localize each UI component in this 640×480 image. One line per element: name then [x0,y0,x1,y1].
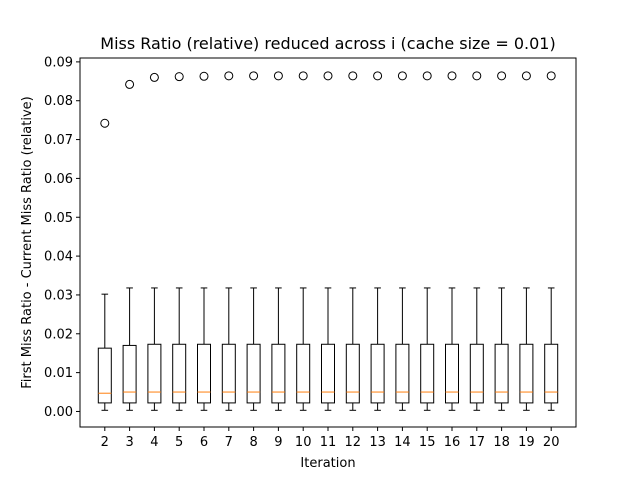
outlier-point [348,71,358,81]
x-tick-label: 10 [295,435,312,450]
box-iqr [97,347,112,404]
outlier-point [149,72,159,82]
x-tick-label: 6 [200,435,208,450]
box-iqr [122,344,137,404]
outlier-point [125,79,135,89]
box-iqr [197,343,211,404]
x-tick-label: 19 [518,435,535,450]
x-tick-label: 9 [274,435,282,450]
x-tick-label: 4 [150,435,158,450]
x-tick-label: 16 [444,435,461,450]
outlier-point [497,71,507,81]
box-iqr [420,343,435,404]
box-iqr [494,343,509,404]
y-tick-label: 0.04 [44,250,73,265]
outlier-point [224,71,234,81]
outlier-point [373,71,383,81]
outlier-point [521,71,531,81]
x-tick-label: 18 [493,435,510,450]
outlier-point [323,71,333,81]
plot-area: 0.00 0.01 0.02 0.03 0.04 0.05 0.06 0.07 0.08 0.09… [44,55,559,450]
box-iqr [221,343,236,404]
box-iqr [321,343,335,404]
box-iqr [246,343,261,404]
outlier-point [447,71,457,81]
box-iqr [469,343,484,404]
box-iqr [519,343,534,404]
y-tick-label: 0.06 [44,172,73,187]
y-tick-label: 0.05 [44,211,73,226]
outlier-point [174,72,184,82]
x-tick-label: 20 [543,435,560,450]
outlier-point [249,71,259,81]
x-tick-label: 8 [249,435,257,450]
y-tick-label: 0.01 [44,366,73,381]
y-tick-label: 0.03 [44,288,73,303]
outlier-point [199,71,209,81]
outlier-point [546,71,556,81]
y-tick-label: 0.07 [44,133,73,148]
box-iqr [345,343,360,404]
box-iqr [544,343,559,404]
y-axis-label: First Miss Ratio - Current Miss Ratio (r… [20,96,35,388]
x-tick-label: 11 [320,435,337,450]
box-iqr [395,343,410,404]
outlier-point [397,71,407,81]
x-tick-label: 14 [394,435,411,450]
outlier-point [298,71,308,81]
x-axis-label: Iteration [300,456,355,471]
box-iqr [445,343,459,404]
x-tick-label: 12 [345,435,362,450]
box-iqr [172,343,187,404]
y-tick-label: 0.09 [44,55,73,70]
x-tick-label: 5 [175,435,183,450]
x-tick-label: 17 [469,435,486,450]
box-iqr [147,343,162,404]
axes-frame [79,57,577,428]
y-tick-label: 0.00 [44,405,73,420]
chart-title: Miss Ratio (relative) reduced across i (… [100,34,555,53]
y-tick-label: 0.08 [44,94,73,109]
box-iqr [370,343,385,404]
x-tick-label: 3 [125,435,133,450]
x-tick-label: 7 [225,435,233,450]
x-tick-label: 13 [369,435,386,450]
outlier-point [100,118,110,128]
outlier-point [273,71,283,81]
x-tick-label: 15 [419,435,436,450]
outlier-point [422,71,432,81]
x-tick-label: 2 [101,435,109,450]
box-iqr [271,343,286,404]
y-tick-label: 0.02 [44,327,73,342]
outlier-point [472,71,482,81]
box-iqr [296,343,311,404]
